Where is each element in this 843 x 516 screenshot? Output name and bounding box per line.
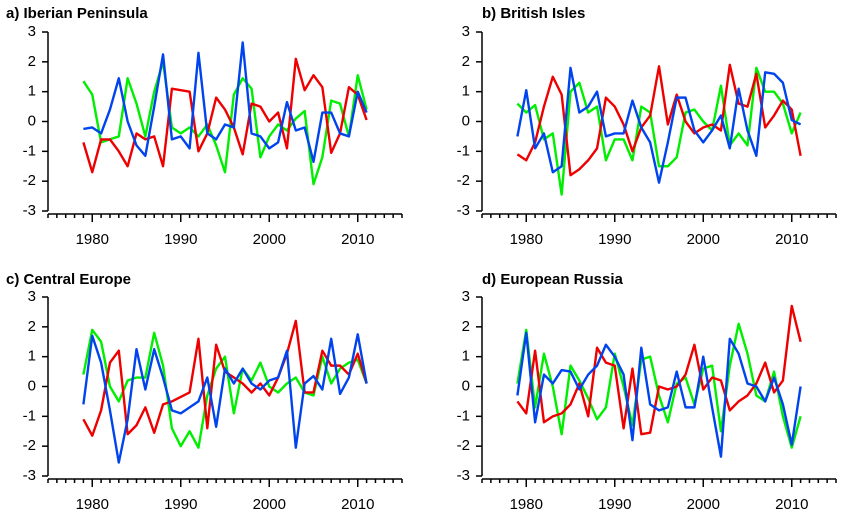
y-tick-label: 2 xyxy=(462,53,470,70)
y-tick-label: 2 xyxy=(462,318,470,335)
series-line xyxy=(82,57,368,174)
y-tick-label: -3 xyxy=(457,202,470,219)
y-tick-label: -2 xyxy=(23,437,36,454)
y-tick-label: 3 xyxy=(462,23,470,40)
x-tick-label: 1990 xyxy=(164,496,197,513)
x-tick-label: 2000 xyxy=(253,231,286,248)
panel-title: b) British Isles xyxy=(482,5,585,22)
y-tick-label: -1 xyxy=(23,407,36,424)
y-tick-label: 0 xyxy=(462,112,470,129)
series-line xyxy=(516,331,802,458)
x-tick-label: 1990 xyxy=(164,231,197,248)
series-line xyxy=(516,66,802,196)
panel-title: d) European Russia xyxy=(482,271,624,288)
y-tick-label: -3 xyxy=(23,467,36,484)
y-tick-label: 2 xyxy=(28,53,36,70)
x-tick-label: 2010 xyxy=(341,231,374,248)
y-tick-label: 1 xyxy=(28,348,36,365)
y-tick-label: 3 xyxy=(462,288,470,305)
y-tick-label: -3 xyxy=(23,202,36,219)
x-tick-label: 1980 xyxy=(510,231,543,248)
x-tick-label: 2000 xyxy=(687,496,720,513)
y-tick-label: -1 xyxy=(457,142,470,159)
x-tick-label: 1990 xyxy=(598,496,631,513)
y-tick-label: 1 xyxy=(28,83,36,100)
y-tick-label: 3 xyxy=(28,23,36,40)
series-line xyxy=(516,66,802,184)
y-tick-label: 0 xyxy=(28,112,36,129)
series-line xyxy=(516,63,802,177)
series-line xyxy=(82,60,368,186)
x-tick-label: 2010 xyxy=(775,496,808,513)
x-tick-label: 1980 xyxy=(76,496,109,513)
y-tick-label: -3 xyxy=(457,467,470,484)
y-tick-label: 0 xyxy=(462,377,470,394)
y-tick-label: 1 xyxy=(462,83,470,100)
panel-title: c) Central Europe xyxy=(6,271,131,288)
y-tick-label: 1 xyxy=(462,348,470,365)
x-tick-label: 2000 xyxy=(687,231,720,248)
y-tick-label: -2 xyxy=(457,437,470,454)
y-tick-label: 3 xyxy=(28,288,36,305)
panel-title: a) Iberian Peninsula xyxy=(6,5,148,22)
x-tick-label: 2010 xyxy=(775,231,808,248)
series-line xyxy=(82,333,368,464)
x-tick-label: 1980 xyxy=(510,496,543,513)
series-line xyxy=(83,41,368,163)
series-line xyxy=(516,304,802,436)
x-tick-label: 2010 xyxy=(341,496,374,513)
x-tick-label: 1990 xyxy=(598,231,631,248)
y-tick-label: -1 xyxy=(457,407,470,424)
y-tick-label: 0 xyxy=(28,377,36,394)
x-tick-label: 1980 xyxy=(76,231,109,248)
y-tick-label: -2 xyxy=(457,172,470,189)
x-tick-label: 2000 xyxy=(253,496,286,513)
y-tick-label: 2 xyxy=(28,318,36,335)
y-tick-label: -1 xyxy=(23,142,36,159)
y-tick-label: -2 xyxy=(23,172,36,189)
